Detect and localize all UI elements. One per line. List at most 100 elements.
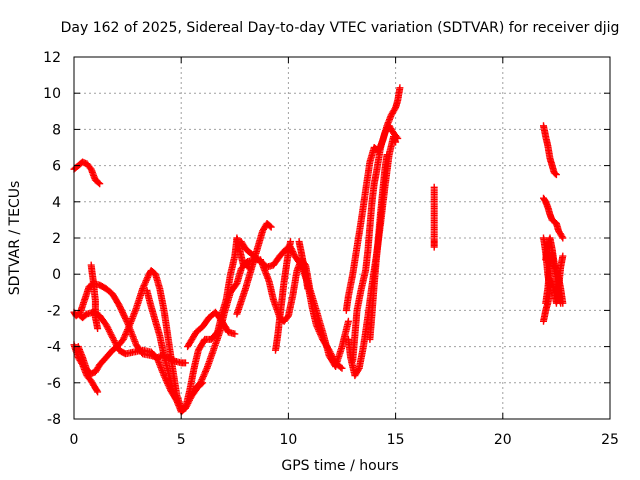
data-point bbox=[182, 404, 189, 412]
series-arc-p bbox=[349, 122, 402, 365]
data-point bbox=[182, 359, 189, 367]
data-point bbox=[143, 275, 151, 283]
series-arc-u bbox=[540, 194, 567, 242]
x-tick-labels: 0 5 10 15 20 25 bbox=[70, 432, 619, 448]
data-point bbox=[199, 372, 207, 380]
data-point bbox=[185, 398, 193, 406]
data-point bbox=[112, 340, 120, 348]
data-point bbox=[105, 326, 113, 334]
data-point bbox=[104, 324, 112, 332]
x-axis-label: GPS time / hours bbox=[281, 458, 398, 474]
data-point bbox=[121, 313, 129, 321]
series-arc-g bbox=[143, 287, 181, 405]
data-point bbox=[94, 388, 102, 396]
data-point bbox=[122, 329, 130, 337]
data-point bbox=[325, 346, 333, 354]
data-point bbox=[108, 332, 116, 340]
data-point bbox=[106, 329, 114, 337]
data-point bbox=[559, 252, 567, 260]
data-point bbox=[337, 363, 345, 371]
series-arc-l bbox=[233, 220, 275, 318]
data-point bbox=[124, 326, 132, 334]
data-point bbox=[430, 243, 438, 251]
data-point bbox=[109, 335, 117, 343]
x-tick-label: 0 bbox=[70, 432, 79, 448]
data-point bbox=[287, 238, 294, 246]
y-tick-label: -6 bbox=[47, 376, 61, 392]
data-point bbox=[94, 325, 102, 332]
data-point bbox=[326, 348, 334, 356]
data-point bbox=[102, 321, 110, 329]
series-arc-s bbox=[430, 183, 438, 251]
y-tick-label: 8 bbox=[52, 122, 61, 138]
data-point bbox=[354, 366, 362, 374]
series-arc-m bbox=[272, 238, 294, 354]
data-point bbox=[559, 299, 567, 307]
series-arc-r bbox=[366, 151, 391, 343]
data-point bbox=[344, 317, 352, 325]
data-point bbox=[392, 138, 400, 146]
y-tick-label: 0 bbox=[52, 267, 61, 283]
data-point bbox=[109, 334, 117, 342]
series-arc-t bbox=[540, 122, 560, 179]
data-point bbox=[184, 399, 192, 407]
axis-ticks bbox=[73, 56, 611, 420]
y-tick-label: -8 bbox=[47, 412, 61, 428]
x-tick-label: 10 bbox=[279, 432, 297, 448]
data-point bbox=[383, 151, 391, 159]
data-point bbox=[266, 222, 274, 230]
grid-lines bbox=[74, 57, 610, 419]
data-point bbox=[140, 282, 148, 289]
series-arc-h bbox=[184, 308, 239, 351]
y-tick-label: 4 bbox=[52, 195, 61, 211]
x-tick-label: 15 bbox=[387, 432, 405, 448]
data-point bbox=[105, 327, 113, 335]
data-point bbox=[95, 179, 103, 187]
series-arc-a bbox=[70, 158, 104, 188]
y-tick-label: -2 bbox=[47, 303, 61, 319]
series-arc-n bbox=[295, 238, 312, 293]
data-point bbox=[183, 401, 191, 409]
y-tick-label: 10 bbox=[43, 86, 61, 102]
data-point bbox=[396, 84, 404, 92]
y-tick-label: 6 bbox=[52, 159, 61, 175]
data-point bbox=[186, 395, 194, 403]
series-arc-f bbox=[87, 261, 102, 332]
data-point bbox=[267, 223, 275, 231]
data-point bbox=[77, 349, 85, 357]
data-point bbox=[103, 323, 111, 330]
data-point bbox=[328, 353, 336, 361]
data-point bbox=[330, 356, 338, 364]
data-point bbox=[110, 337, 118, 345]
data-point bbox=[552, 171, 560, 179]
y-tick-labels: -8 -6 -4 -2 0 2 4 6 8 10 12 bbox=[43, 50, 61, 428]
data-point bbox=[107, 330, 115, 338]
data-markers bbox=[70, 84, 567, 416]
data-point bbox=[182, 403, 190, 411]
data-point bbox=[96, 180, 104, 188]
x-tick-label: 5 bbox=[177, 432, 186, 448]
data-point bbox=[329, 354, 337, 362]
series-arc-k bbox=[237, 238, 346, 372]
data-point bbox=[304, 285, 312, 293]
data-point bbox=[551, 170, 559, 178]
data-point bbox=[338, 364, 346, 372]
data-point bbox=[199, 374, 207, 382]
series-arc-y bbox=[542, 234, 567, 307]
data-point bbox=[559, 234, 567, 242]
x-tick-label: 25 bbox=[601, 432, 619, 448]
data-point bbox=[540, 317, 547, 325]
data-point bbox=[113, 343, 121, 351]
y-tick-label: 12 bbox=[43, 50, 61, 66]
data-point bbox=[231, 330, 239, 338]
x-tick-label: 20 bbox=[494, 432, 512, 448]
data-point bbox=[316, 329, 324, 337]
y-tick-label: -4 bbox=[47, 340, 61, 356]
data-point bbox=[198, 376, 206, 384]
data-point bbox=[558, 233, 566, 241]
data-point bbox=[111, 338, 119, 346]
chart-title: Day 162 of 2025, Sidereal Day-to-day VTE… bbox=[61, 20, 620, 36]
y-axis-label: SDTVAR / TECUs bbox=[7, 181, 23, 296]
data-point bbox=[121, 332, 129, 340]
